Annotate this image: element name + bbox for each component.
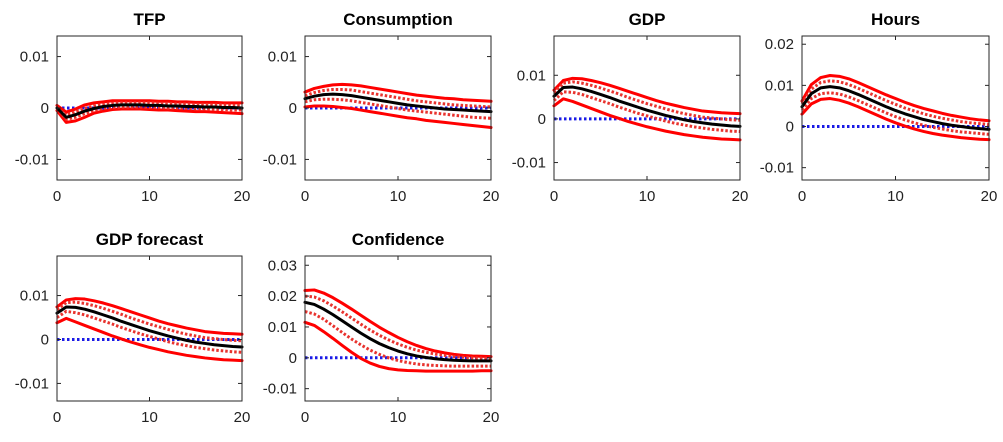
series-inner-line: [800, 79, 990, 126]
y-tick-label: -0.01: [15, 375, 49, 392]
x-tick-label: 10: [390, 188, 407, 205]
y-tick-label: 0: [289, 350, 297, 367]
panel-tfp: TFP 0 10 20 -0.01 0 0.01: [15, 10, 251, 205]
x-tick-label: 10: [639, 188, 656, 205]
axes-box: [304, 255, 492, 402]
y-tick-label: 0: [41, 100, 49, 117]
series-outer-line: [303, 320, 493, 373]
y-tick-label: -0.01: [263, 381, 297, 398]
series-inner-line: [55, 105, 242, 121]
panel-title: Hours: [871, 10, 920, 29]
x-tick-label: 20: [234, 409, 251, 426]
y-tick-label: 0.01: [268, 319, 297, 336]
series-outer-line: [303, 104, 493, 130]
series-outer-line: [800, 97, 991, 142]
axes-box: [553, 35, 741, 181]
series-outer-line: [55, 107, 244, 124]
x-tick-label: 20: [981, 188, 998, 205]
x-tick-label: 0: [550, 188, 558, 205]
y-tick-label: 0.01: [517, 67, 546, 84]
y-tick-label: -0.01: [512, 155, 546, 172]
axes-box: [56, 255, 243, 402]
series-outer-line: [55, 99, 244, 114]
series-inner-line: [552, 80, 741, 122]
series-median-line: [303, 92, 493, 114]
series-median-line: [800, 85, 991, 131]
series-inner-line: [304, 87, 492, 109]
panel-title: TFP: [133, 10, 165, 29]
x-tick-label: 20: [732, 188, 749, 205]
series-outer-line: [552, 97, 742, 142]
series-inner-line: [56, 300, 243, 343]
series-inner-line: [304, 294, 492, 360]
series-outer-line: [552, 76, 742, 116]
y-tick-label: 0: [41, 331, 49, 348]
series-outer-line: [55, 297, 244, 336]
x-tick-label: 20: [234, 188, 251, 205]
series-outer-line: [303, 82, 493, 103]
panel-title: Confidence: [352, 230, 445, 249]
x-tick-label: 10: [390, 409, 407, 426]
series-outer-line: [55, 316, 244, 363]
series-outer-line: [800, 74, 991, 123]
y-tick-label: 0: [786, 119, 794, 136]
panel-title: GDP forecast: [96, 230, 204, 249]
y-tick-label: -0.01: [760, 160, 794, 177]
y-tick-label: 0.01: [765, 77, 794, 94]
x-tick-label: 0: [53, 188, 61, 205]
x-tick-label: 0: [798, 188, 806, 205]
x-tick-label: 0: [53, 409, 61, 426]
y-tick-label: 0.02: [765, 36, 794, 53]
y-tick-label: 0.01: [20, 288, 49, 305]
series-inner-line: [800, 91, 990, 136]
series-median-line: [55, 305, 244, 349]
x-tick-label: 20: [483, 188, 500, 205]
x-tick-label: 10: [141, 188, 158, 205]
y-tick-label: 0.03: [268, 257, 297, 274]
panel-title: Consumption: [343, 10, 453, 29]
series-inner-line: [56, 309, 243, 354]
axes-box: [801, 35, 990, 181]
y-tick-label: 0: [538, 111, 546, 128]
series-inner-line: [552, 90, 741, 134]
x-tick-label: 0: [301, 188, 309, 205]
series-median-line: [303, 300, 493, 363]
y-tick-label: 0.01: [268, 49, 297, 66]
series-inner-line: [56, 101, 242, 117]
y-tick-label: 0.01: [20, 49, 49, 66]
panel-title: GDP: [629, 10, 666, 29]
x-tick-label: 20: [483, 409, 500, 426]
x-tick-label: 0: [301, 409, 309, 426]
y-tick-label: -0.01: [15, 151, 49, 168]
x-tick-label: 10: [141, 409, 158, 426]
x-tick-label: 10: [887, 188, 904, 205]
series-median-line: [552, 85, 742, 128]
axes-box: [304, 35, 492, 181]
panel-consumption: Consumption 0 10 20 -0.01 0 0.01: [263, 10, 500, 205]
series-inner-line: [304, 310, 491, 368]
series-median-line: [55, 103, 244, 119]
y-tick-label: 0: [289, 100, 297, 117]
y-tick-label: 0.02: [268, 288, 297, 305]
series-outer-line: [303, 288, 493, 359]
y-tick-label: -0.01: [263, 151, 297, 168]
